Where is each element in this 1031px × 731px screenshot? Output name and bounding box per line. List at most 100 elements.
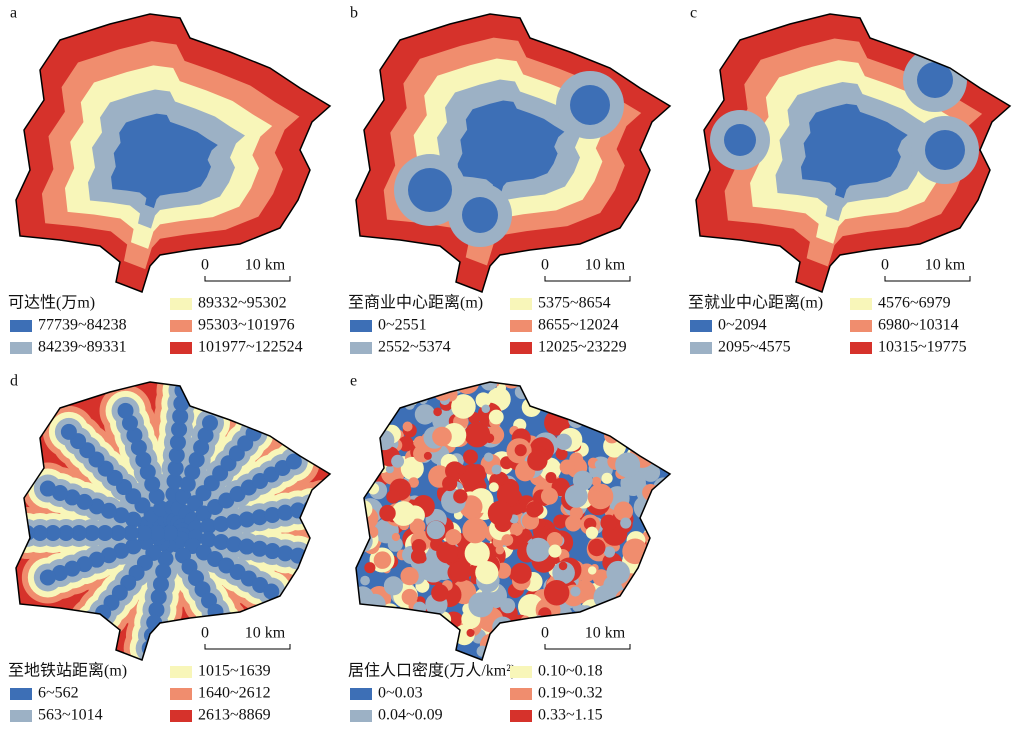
legend-swatch	[10, 710, 32, 722]
legend-label: 5375~8654	[538, 295, 611, 312]
zone	[652, 570, 674, 592]
legend-label: 2095~4575	[718, 339, 791, 356]
legend-label: 89332~95302	[198, 295, 287, 312]
legend-label: 0.19~0.32	[538, 685, 603, 702]
zone	[559, 562, 568, 571]
legend-swatch	[170, 320, 192, 332]
legend-title: 居住人口密度(万人/km²)	[348, 662, 516, 680]
scale-end: 10 km	[245, 625, 286, 642]
zone	[615, 452, 640, 477]
zone	[417, 642, 428, 653]
zone	[364, 562, 375, 573]
zone	[350, 530, 368, 548]
legend-label: 563~1014	[38, 707, 103, 724]
scale-start: 0	[201, 625, 209, 642]
zone	[410, 372, 436, 398]
panel-label: c	[690, 5, 697, 22]
zone	[526, 538, 550, 562]
zone	[644, 378, 655, 389]
zone	[585, 644, 597, 656]
zone	[653, 513, 670, 530]
zone	[462, 518, 488, 544]
zone	[386, 384, 394, 392]
zone	[384, 576, 403, 595]
zone	[530, 379, 555, 404]
zone	[453, 489, 467, 503]
zone	[363, 627, 388, 652]
scale-bar	[545, 276, 630, 281]
zone	[391, 455, 404, 468]
zone	[481, 404, 490, 413]
zone	[386, 490, 400, 504]
zone	[621, 414, 636, 429]
map-area	[16, 14, 330, 292]
zone	[560, 378, 586, 404]
zone	[661, 653, 672, 664]
zone	[724, 124, 756, 156]
scale-bar	[205, 276, 290, 281]
scale-start: 0	[541, 257, 549, 274]
zone	[611, 373, 632, 394]
zone	[599, 392, 608, 401]
zone	[651, 600, 675, 624]
zone	[594, 585, 619, 610]
zone	[634, 581, 648, 595]
zone	[202, 415, 218, 431]
zone	[310, 492, 338, 520]
zone	[87, 615, 103, 631]
zone	[378, 390, 391, 403]
zone	[66, 613, 106, 653]
zone	[632, 578, 641, 587]
zone	[492, 633, 511, 652]
zone	[363, 410, 373, 420]
legend-swatch	[170, 342, 192, 354]
zone	[304, 486, 344, 526]
legend-swatch	[690, 342, 712, 354]
zone	[653, 627, 670, 644]
zone	[445, 529, 461, 545]
legend-title: 至商业中心距离(m)	[348, 294, 483, 312]
zone	[511, 626, 526, 641]
zone	[663, 573, 674, 584]
zone	[438, 649, 448, 659]
zone	[72, 619, 100, 647]
legend-title: 可达性(万m)	[8, 294, 95, 312]
zone	[648, 556, 671, 579]
zone	[590, 490, 602, 502]
legend-swatch	[510, 320, 532, 332]
scale-end: 10 km	[925, 257, 966, 274]
zone	[612, 397, 628, 413]
zone	[571, 401, 583, 413]
zone	[664, 537, 679, 552]
zone	[515, 444, 527, 456]
scale-bar	[545, 644, 630, 649]
zone	[530, 375, 540, 385]
zone	[651, 617, 674, 640]
zone	[653, 575, 667, 589]
legend-swatch	[510, 688, 532, 700]
zone	[462, 197, 498, 233]
zone	[397, 637, 423, 663]
zone	[95, 605, 111, 621]
legend-title: 至就业中心距离(m)	[688, 294, 823, 312]
zone	[374, 551, 392, 569]
zone	[646, 608, 662, 624]
zone	[574, 613, 582, 621]
zone	[489, 482, 499, 492]
zone	[408, 168, 452, 212]
zone	[208, 604, 224, 620]
zone	[360, 576, 370, 586]
zone	[416, 389, 425, 398]
zone	[600, 515, 616, 531]
zone	[489, 410, 504, 425]
legend-swatch	[350, 342, 372, 354]
zone	[408, 613, 424, 629]
zone	[403, 422, 413, 432]
zone	[604, 546, 615, 557]
zone	[118, 403, 134, 419]
scale-bar	[205, 644, 290, 649]
zone	[521, 615, 530, 624]
scale-start: 0	[881, 257, 889, 274]
